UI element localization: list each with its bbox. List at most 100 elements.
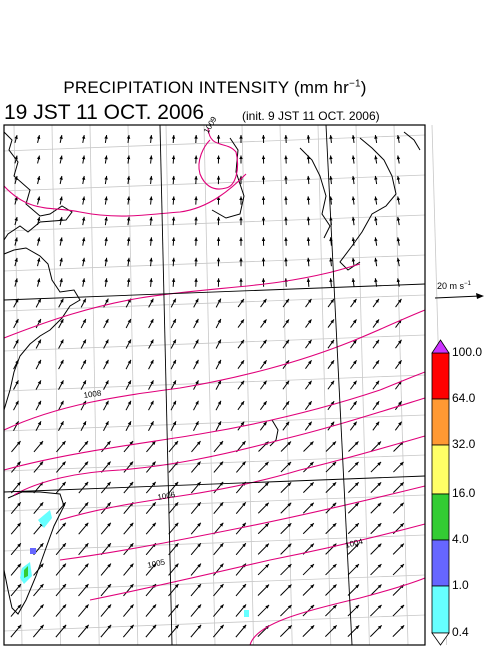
wind-vector: [100, 522, 112, 535]
wind-vector: [329, 175, 333, 185]
wind-vector: [14, 216, 18, 226]
wind-vector-head: [261, 278, 266, 282]
wind-vector-head: [151, 461, 156, 466]
wind-vector: [149, 134, 153, 144]
wind-vector-head: [374, 237, 378, 242]
wind-vector-head: [351, 135, 356, 139]
wind-vector-head: [174, 543, 179, 548]
wind-vector-head: [60, 339, 64, 344]
wind-vector-head: [150, 359, 154, 364]
wind-vector: [103, 380, 109, 390]
wind-vector: [149, 175, 153, 185]
wind-vector-head: [84, 441, 89, 445]
wind-vector: [145, 624, 157, 638]
wind-vector-head: [354, 461, 359, 466]
wind-vector: [258, 482, 269, 493]
wind-vector: [59, 257, 63, 267]
wind-vector: [171, 196, 176, 205]
wind-vector: [35, 380, 42, 390]
wind-vector: [194, 155, 198, 164]
wind-vector: [302, 502, 315, 514]
wind-vector: [282, 319, 290, 328]
isobar-line: [249, 577, 426, 646]
wind-vector: [351, 155, 356, 164]
wind-vector-head: [263, 421, 267, 426]
wind-vector-head: [81, 196, 86, 201]
wind-vector: [55, 583, 67, 597]
wind-vector: [58, 298, 64, 308]
wind-vector-head: [261, 237, 266, 241]
wind-vector-head: [39, 543, 44, 548]
wind-vector-head: [174, 522, 179, 527]
wind-vector-head: [309, 461, 314, 466]
wind-vector-head: [152, 604, 157, 609]
wind-vector-head: [307, 339, 312, 344]
wind-vector: [374, 134, 378, 144]
wind-vector: [306, 134, 311, 144]
wind-vector: [78, 481, 89, 494]
wind-vector-head: [197, 563, 201, 568]
wind-vector-head: [82, 319, 86, 324]
wind-vector: [325, 604, 337, 617]
wind-vector-head: [14, 257, 18, 262]
wind-vector: [103, 339, 109, 349]
wind-vector: [257, 502, 270, 514]
wind-vector: [78, 542, 89, 556]
wind-vector: [55, 542, 67, 556]
wind-vector-head: [332, 584, 337, 589]
wind-vector-head: [265, 564, 269, 568]
wind-vector-head: [216, 135, 221, 139]
wind-vector: [239, 216, 243, 226]
wind-vector-head: [150, 400, 154, 405]
wind-vector-head: [352, 339, 357, 344]
wind-vector-head: [174, 624, 179, 629]
wind-vector-head: [150, 421, 154, 426]
wind-vector: [145, 604, 157, 617]
wind-vector: [280, 604, 292, 617]
wind-vector: [104, 196, 108, 205]
wind-vector: [10, 583, 22, 597]
wind-vector: [104, 134, 108, 144]
wind-vector-head: [400, 543, 404, 548]
wind-vector: [347, 543, 360, 555]
wind-vector-head: [82, 359, 86, 364]
wind-vector: [235, 542, 247, 556]
wind-vector: [171, 155, 176, 164]
wind-vector: [35, 298, 42, 308]
grid-line-lat: [3, 294, 426, 312]
wind-vector-head: [217, 339, 221, 344]
wind-vector: [237, 339, 245, 349]
wind-vector-head: [194, 216, 198, 221]
wind-vector-head: [60, 359, 64, 364]
colorbar-segment: [431, 493, 450, 541]
wind-vector-head: [126, 216, 131, 221]
wind-vector-head: [129, 604, 134, 609]
wind-vector: [59, 134, 63, 144]
wind-vector-head: [194, 237, 198, 241]
wind-vector-head: [332, 461, 337, 466]
wind-vector: [303, 441, 314, 452]
wind-vector: [325, 563, 337, 576]
wind-vector: [168, 440, 179, 453]
wind-vector: [374, 196, 378, 205]
wind-vector-head: [239, 257, 243, 262]
wind-vector-head: [126, 155, 131, 160]
wind-vector-head: [374, 155, 378, 160]
wind-vector-head: [81, 135, 86, 139]
wind-vector-head: [17, 522, 21, 527]
wind-vector-head: [264, 461, 269, 466]
wind-vector-head: [285, 339, 290, 344]
wind-vector: [59, 175, 63, 185]
wind-vector: [306, 175, 311, 185]
wind-vector-head: [285, 380, 290, 385]
wind-vector: [148, 421, 154, 431]
wind-vector: [302, 563, 315, 576]
wind-vector: [351, 257, 356, 267]
wind-scale-arrow: [434, 293, 484, 299]
wind-vector: [329, 155, 333, 164]
wind-vector: [216, 155, 221, 164]
wind-vector: [392, 563, 405, 576]
wind-vector-head: [105, 339, 109, 344]
wind-vector: [212, 624, 225, 638]
wind-vector: [213, 604, 224, 617]
